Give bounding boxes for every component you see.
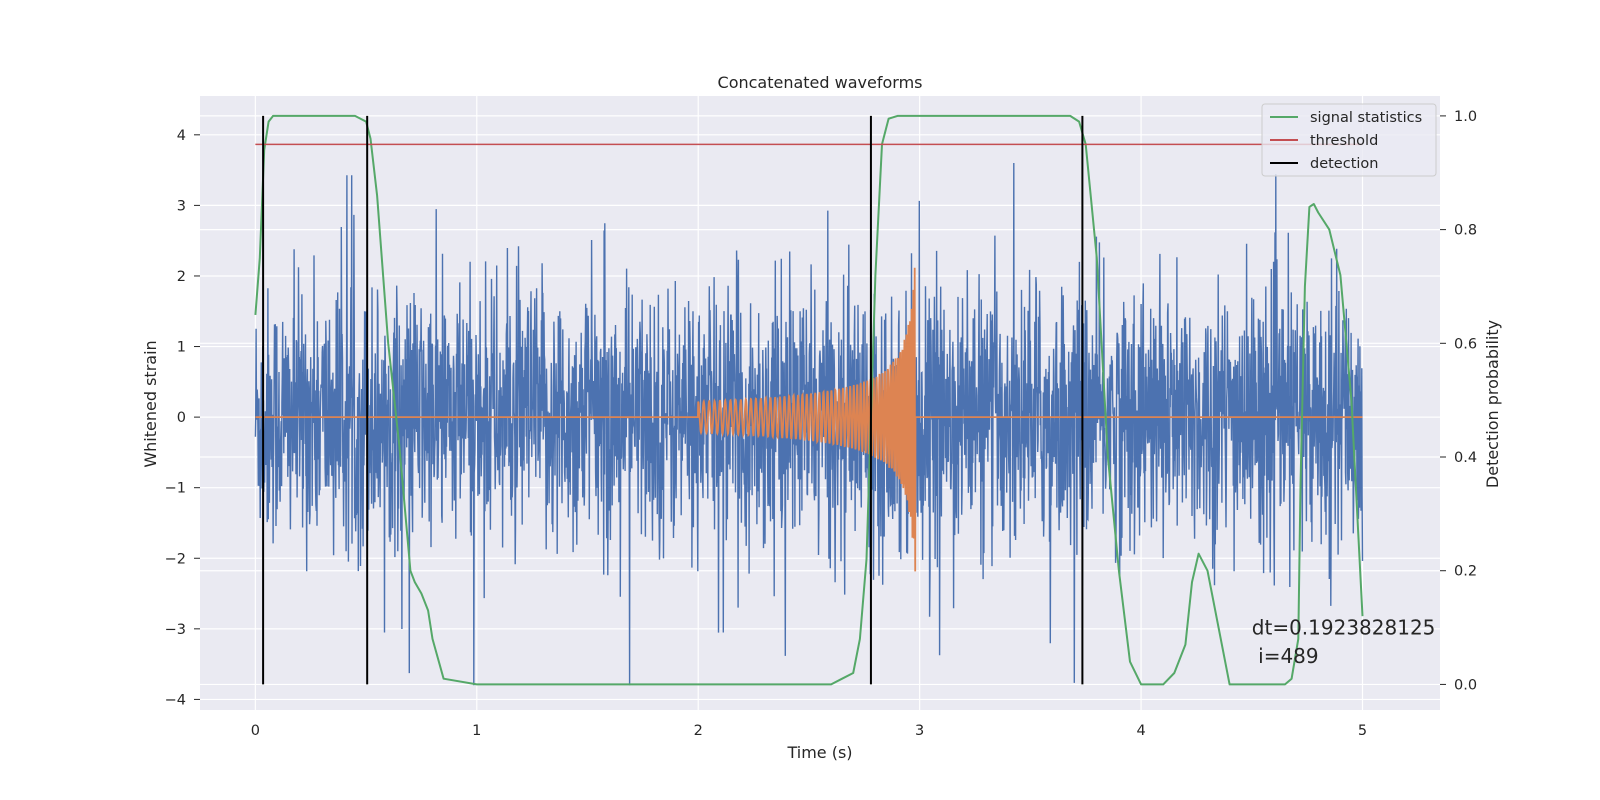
- template-series: [255, 267, 1363, 572]
- annotation-dt: dt=0.1923828125: [1252, 616, 1436, 640]
- legend: signal statistics threshold detection: [1261, 103, 1437, 177]
- y2-tick-label: 0.8: [1454, 223, 1477, 239]
- y-axis-label: Whitened strain: [141, 340, 160, 467]
- annotations: dt=0.1923828125 i=489: [1252, 616, 1436, 668]
- x-tick-label: 2: [694, 723, 703, 739]
- y-tick-label: 4: [177, 128, 186, 144]
- y-tick-label: −2: [165, 551, 186, 567]
- y-tick-label: −1: [165, 481, 186, 497]
- y2-tick-label: 0.4: [1454, 450, 1477, 466]
- plot-content: [254, 114, 1364, 686]
- y-tick-label: −3: [165, 622, 186, 638]
- x-tick-label: 1: [472, 723, 481, 739]
- y2-tick-label: 0.6: [1454, 336, 1477, 352]
- axis-ticks: 0 1 2 3 4 5 −4 −3 −2 −1 0 1 2 3 4 0.0 0.2 0.4 0.6 0.8 1.0: [165, 109, 1477, 739]
- y2-tick-label: 1.0: [1454, 109, 1477, 125]
- x-tick-label: 3: [915, 723, 924, 739]
- y-tick-label: −4: [165, 692, 186, 708]
- y2-tick-label: 0.0: [1454, 677, 1477, 693]
- y-tick-label: 2: [177, 269, 186, 285]
- chart-title: Concatenated waveforms: [718, 73, 923, 92]
- annotation-index: i=489: [1252, 644, 1319, 668]
- signal-statistics-series: [254, 114, 1364, 686]
- legend-label-detection: detection: [1310, 156, 1378, 172]
- x-tick-label: 4: [1136, 723, 1145, 739]
- y-tick-label: 3: [177, 198, 186, 214]
- y2-tick-label: 0.2: [1454, 564, 1477, 580]
- legend-label-signal-statistics: signal statistics: [1310, 110, 1422, 126]
- legend-box: [1261, 103, 1437, 177]
- y2-axis-label: Detection probability: [1483, 320, 1502, 488]
- x-axis-label: Time (s): [786, 743, 852, 762]
- x-tick-label: 5: [1358, 723, 1367, 739]
- legend-label-threshold: threshold: [1310, 133, 1378, 149]
- strain-series: [254, 162, 1364, 686]
- y-tick-label: 1: [177, 340, 186, 356]
- y-tick-label: 0: [177, 410, 186, 426]
- x-tick-label: 0: [251, 723, 260, 739]
